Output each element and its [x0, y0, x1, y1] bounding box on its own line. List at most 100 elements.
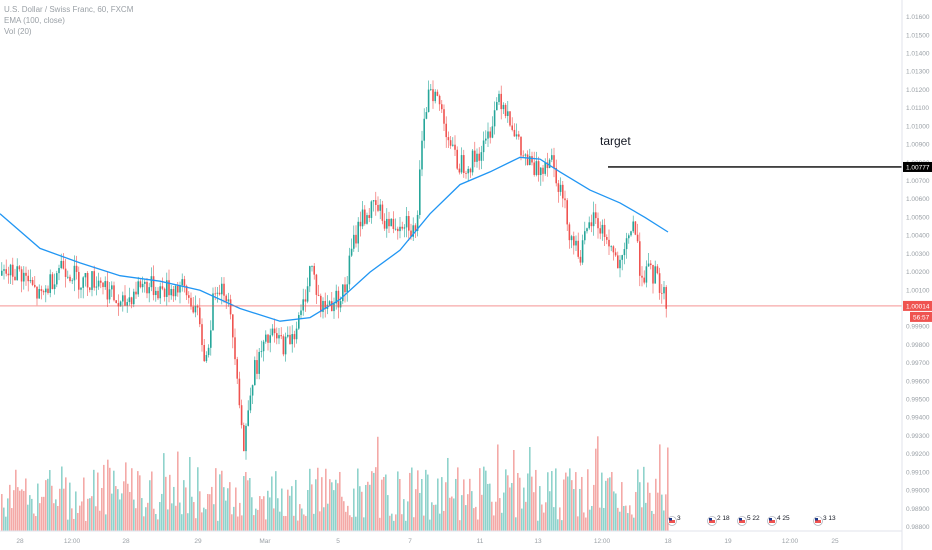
- candle-body: [588, 222, 590, 229]
- volume-bar: [53, 503, 55, 531]
- candle-body: [562, 184, 564, 199]
- event-count: 4 25: [777, 515, 790, 522]
- volume-bar: [75, 491, 77, 531]
- volume-bar: [311, 484, 313, 531]
- flag-canton: [709, 518, 712, 521]
- volume-bar: [533, 492, 535, 531]
- price-tick-label: 1.01100: [906, 105, 929, 112]
- volume-bar: [159, 502, 161, 531]
- volume-bar: [247, 480, 249, 531]
- volume-bar: [575, 472, 577, 531]
- volume-bar: [399, 479, 401, 531]
- candle-body: [89, 287, 91, 290]
- candle-body: [42, 291, 45, 293]
- volume-bar: [173, 486, 175, 531]
- candle-body: [214, 293, 216, 295]
- volume-bar: [333, 490, 335, 531]
- candle-body: [337, 290, 340, 308]
- candle-body: [636, 234, 639, 242]
- volume-bar: [305, 515, 307, 531]
- volume-bar: [277, 498, 279, 531]
- volume-bar: [239, 502, 241, 531]
- candle-body: [555, 167, 557, 184]
- time-axis[interactable]: 28 12:00 28 29 Mar 5 7 11 13 12:00 18 19 12:00 25: [16, 538, 839, 545]
- volume-bar: [227, 488, 229, 531]
- price-axis[interactable]: 1.01600 1.01500 1.01400 1.01300 1.01200 1.011…: [906, 14, 930, 531]
- candle-body: [60, 260, 62, 269]
- volume-bar: [485, 470, 487, 531]
- candle-body: [82, 277, 84, 288]
- candle-body: [432, 89, 434, 102]
- volume-bar: [111, 493, 113, 531]
- candle-body: [647, 263, 650, 267]
- price-tick-label: 1.00200: [906, 269, 930, 276]
- volume-bar: [229, 482, 231, 531]
- candle-body: [531, 156, 533, 163]
- volume-bar: [645, 502, 647, 531]
- event-flag[interactable]: 4 25: [767, 515, 791, 526]
- candle-body: [238, 378, 241, 406]
- volume-bar: [545, 502, 547, 531]
- candle-body: [377, 204, 379, 211]
- volume-bar: [641, 507, 643, 531]
- candle-body: [38, 289, 40, 299]
- candle-body: [311, 265, 313, 267]
- volume-bar: [5, 516, 7, 531]
- volume-bar: [609, 477, 611, 531]
- candle-body: [643, 277, 645, 283]
- candle-body: [302, 299, 304, 311]
- candle-body: [243, 425, 245, 452]
- volume-bar: [619, 511, 621, 531]
- candle-body: [221, 283, 223, 295]
- price-tick-label: 1.01500: [906, 32, 930, 39]
- candle-body: [344, 284, 346, 293]
- volume-bar: [589, 509, 591, 531]
- candle-body: [401, 226, 403, 229]
- volume-bar: [307, 489, 309, 531]
- candle-body: [212, 293, 214, 331]
- candle-body: [412, 225, 414, 237]
- volume-bar: [73, 518, 75, 531]
- volume-bar: [579, 488, 581, 531]
- candle-body: [595, 212, 597, 219]
- volume-bar: [467, 494, 469, 531]
- volume-bar: [535, 469, 537, 531]
- legend-volume[interactable]: Vol (20): [4, 27, 32, 36]
- candle-body: [520, 136, 522, 156]
- candle-body: [610, 246, 612, 248]
- event-flag[interactable]: 5 22: [737, 515, 761, 526]
- price-tick-label: 0.99600: [906, 378, 930, 385]
- candle-body: [414, 225, 417, 231]
- volume-bar: [121, 493, 123, 531]
- event-flag[interactable]: 3: [667, 515, 682, 526]
- volume-bar: [19, 490, 21, 531]
- candle-body: [397, 228, 399, 232]
- event-flag[interactable]: 3 13: [813, 515, 837, 526]
- volume-bar: [291, 486, 293, 531]
- candle-body: [533, 162, 535, 175]
- candle-body: [18, 266, 21, 270]
- candle-body: [540, 167, 542, 176]
- time-tick-label: 12:00: [64, 538, 81, 545]
- volume-bar: [341, 496, 343, 531]
- volume-bar: [215, 468, 217, 531]
- candle-body: [579, 256, 582, 263]
- candle-body: [5, 269, 7, 274]
- volume-bar: [303, 514, 305, 531]
- volume-bar: [319, 511, 321, 531]
- volume-bar: [417, 470, 419, 531]
- target-annotation[interactable]: target: [600, 134, 631, 148]
- volume-bar: [289, 495, 291, 531]
- legend-ema[interactable]: EMA (100, close): [4, 16, 65, 25]
- candle-body: [67, 276, 69, 278]
- volume-bar: [309, 468, 311, 531]
- candle-body: [551, 155, 553, 160]
- candle-body: [502, 104, 505, 110]
- volume-bar: [401, 514, 403, 531]
- volume-bar: [115, 486, 117, 531]
- candle-body: [570, 236, 573, 241]
- legend-symbol[interactable]: U.S. Dollar / Swiss Franc, 60, FXCM: [4, 5, 134, 14]
